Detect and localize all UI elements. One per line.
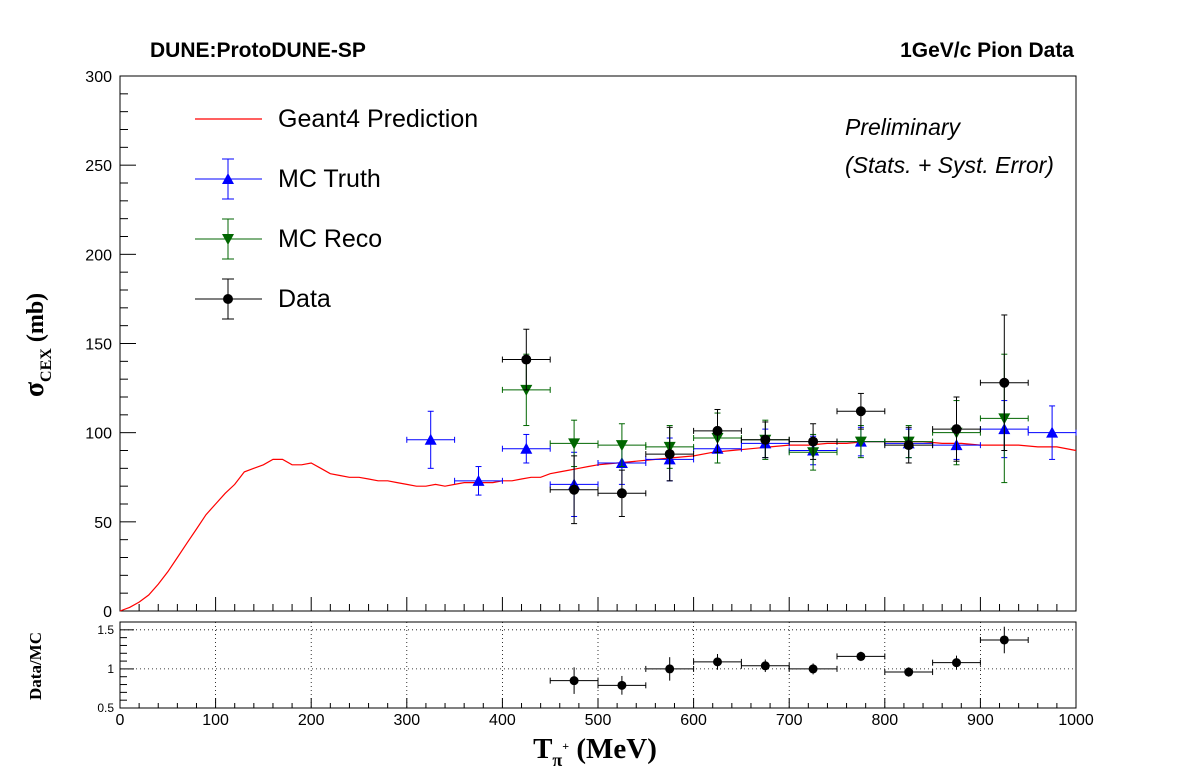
data-marker [664, 449, 675, 460]
ratio-marker [856, 651, 866, 661]
ratio-marker [713, 657, 722, 667]
error-note: (Stats. + Syst. Error) [845, 152, 1054, 178]
x-axis-superscript: + [562, 739, 569, 753]
ratio-marker [999, 635, 1009, 645]
data-marker [903, 440, 914, 451]
y-tick-label: 300 [85, 69, 112, 86]
ratio-marker [760, 661, 770, 671]
x-axis-unit: (MeV) [569, 733, 657, 765]
legend: Geant4 Prediction MC Truth MC Reco Data [195, 105, 478, 320]
ratio-axis-title: Data/MC [26, 632, 45, 700]
ratio-panel: 0.5 1 1.5 0 100 200 300 400 500 600 700 800 900 1000 [97, 621, 1094, 729]
x-tick-label: 300 [393, 712, 420, 729]
x-tick-label: 600 [680, 712, 707, 729]
ratio-y-tick-label: 0.5 [97, 701, 114, 715]
data-marker [616, 488, 627, 499]
x-tick-label: 100 [202, 712, 229, 729]
x-tick-label: 800 [871, 712, 898, 729]
ratio-marker [808, 664, 818, 674]
legend-entry: Geant4 Prediction [195, 105, 478, 133]
y-axis-unit: (mb) [23, 293, 49, 348]
legend-marker [222, 173, 234, 184]
ratio-marker [617, 680, 627, 690]
mc-truth-marker [1046, 426, 1059, 438]
mc-truth-marker [472, 474, 485, 486]
y-tick-label: 0 [103, 604, 112, 621]
legend-marker [223, 294, 233, 304]
y-tick-label: 100 [85, 426, 112, 443]
series-data-mc-ratio [549, 626, 1029, 695]
legend-label: Data [278, 285, 331, 313]
dataset-title: 1GeV/c Pion Data [900, 39, 1074, 62]
y-axis-subscript: CEX [38, 348, 55, 382]
x-axis-title: Tπ+ (MeV) [533, 733, 657, 770]
legend-label: MC Reco [278, 225, 382, 253]
y-tick-label: 150 [85, 337, 112, 354]
data-marker [521, 354, 532, 365]
main-panel: 0 50 100 150 200 250 300 [85, 69, 1077, 621]
data-marker [855, 406, 866, 417]
legend-entry: MC Reco [195, 218, 382, 260]
x-tick-label: 400 [489, 712, 516, 729]
x-tick-label: 1000 [1058, 712, 1094, 729]
ratio-marker [904, 667, 914, 677]
mc-reco-marker [615, 440, 628, 452]
data-marker [760, 434, 771, 445]
preliminary-label: Preliminary [845, 114, 962, 140]
x-tick-label: 200 [298, 712, 325, 729]
ratio-y-tick-label: 1 [107, 662, 114, 676]
y-tick-label: 50 [94, 515, 112, 532]
x-tick-label: 700 [776, 712, 803, 729]
legend-label: MC Truth [278, 165, 381, 193]
x-tick-label: 0 [116, 712, 125, 729]
legend-entry: MC Truth [195, 158, 381, 200]
y-axis-symbol: σ [19, 381, 50, 397]
mc-truth-marker [520, 442, 533, 454]
data-marker [999, 377, 1010, 388]
ratio-marker [952, 658, 961, 668]
series-data [501, 314, 1029, 525]
data-marker [712, 425, 723, 436]
data-marker [808, 436, 819, 447]
ratio-marker [569, 676, 579, 686]
mc-reco-marker [568, 438, 581, 450]
legend-marker [222, 234, 234, 245]
ratio-y-tick-label: 1.5 [97, 623, 114, 637]
x-axis-subscript: π [552, 750, 562, 770]
y-tick-label: 200 [85, 247, 112, 264]
y-tick-label: 250 [85, 158, 112, 175]
data-marker [951, 424, 962, 435]
x-tick-label: 900 [967, 712, 994, 729]
mc-truth-marker [424, 433, 437, 445]
y-axis-title: σCEX (mb) [19, 293, 55, 397]
legend-entry: Data [195, 278, 331, 320]
experiment-title: DUNE:ProtoDUNE-SP [150, 39, 366, 62]
data-marker [569, 484, 580, 495]
mc-reco-marker [854, 436, 867, 448]
x-tick-label: 500 [585, 712, 612, 729]
x-axis-symbol: T [533, 733, 552, 765]
legend-label: Geant4 Prediction [278, 105, 478, 133]
ratio-marker [665, 664, 675, 674]
